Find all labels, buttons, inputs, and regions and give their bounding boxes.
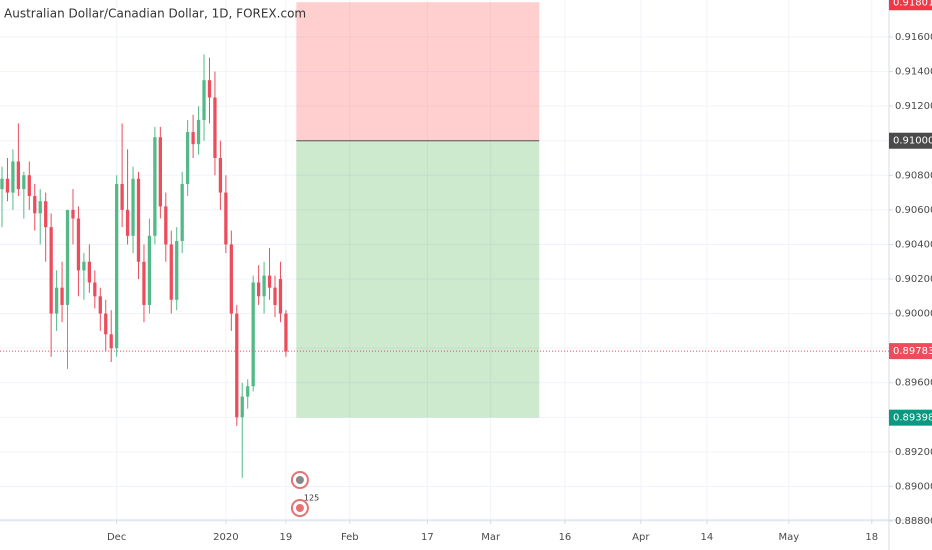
price-label: 0.89783 (893, 346, 932, 357)
candle-body (27, 175, 31, 197)
candle-body (278, 279, 283, 314)
candle-body (109, 334, 113, 349)
candle-body (186, 132, 190, 184)
target-zone[interactable] (296, 140, 540, 418)
price-label-bg (889, 343, 932, 360)
price-label-bg (889, 0, 932, 11)
candle-body (120, 183, 124, 210)
stop-zone[interactable] (296, 2, 540, 141)
candle-body (93, 282, 97, 297)
x-tick-label: 19 (280, 532, 293, 543)
candle-body (87, 261, 91, 283)
candle-body (175, 240, 179, 300)
candles (0, 54, 288, 478)
price-label: 0.89398 (893, 413, 932, 424)
position-tool[interactable] (296, 2, 540, 418)
candle-body (246, 386, 250, 397)
x-tick-label: 16 (559, 532, 572, 543)
candle-body (191, 132, 195, 145)
candle-body (256, 282, 261, 297)
x-tick-label: Mar (481, 532, 501, 543)
candle-body (147, 235, 152, 305)
candle-body (142, 261, 146, 305)
candle-body (196, 119, 201, 145)
candle-body (11, 161, 15, 193)
candle-body (153, 137, 157, 236)
candle-body (267, 275, 272, 288)
price-label-bg (889, 132, 932, 149)
candle-body (71, 209, 75, 219)
candle-body (5, 178, 10, 193)
candle-body (213, 97, 217, 159)
candle-body (158, 137, 162, 207)
price-label: 0.91000 (893, 136, 932, 147)
chart-title: Australian Dollar/Canadian Dollar, 1D, F… (4, 7, 306, 21)
candle-body (284, 313, 288, 352)
candle-body (54, 287, 59, 314)
x-tick-label: 17 (421, 532, 434, 543)
event-icon-inner (295, 504, 304, 512)
candle-body (65, 209, 70, 305)
candle-body (169, 244, 173, 300)
y-tick-label: 0.91600 (895, 32, 932, 43)
candle-body (38, 201, 42, 214)
candle-body (125, 209, 130, 236)
candle-body (49, 227, 53, 314)
candle-body (115, 183, 119, 349)
candle-body (180, 183, 184, 241)
candle-body (131, 178, 135, 236)
candle-body (207, 80, 212, 98)
candle-body (164, 206, 168, 245)
x-tick-label: Dec (107, 532, 126, 543)
x-tick-label: 14 (701, 532, 714, 543)
candle-body (235, 313, 239, 418)
candle-body (224, 192, 228, 245)
candle-body (33, 196, 37, 214)
candle-body (60, 287, 64, 305)
candle-body (273, 287, 277, 305)
event-badge: 125 (304, 494, 319, 503)
candle-body (251, 282, 255, 387)
candle-body (104, 313, 108, 335)
x-tick-label: Feb (341, 532, 359, 543)
candle-body (98, 296, 102, 314)
candle-body (44, 201, 48, 228)
candle-body (240, 396, 244, 418)
candle-body (202, 80, 206, 120)
x-tick-label: 18 (865, 532, 878, 543)
candle-body (136, 178, 141, 262)
x-tick-label: 2020 (213, 532, 238, 543)
x-tick-label: May (778, 532, 799, 543)
candle-body (16, 161, 21, 190)
candle-body (22, 175, 26, 190)
price-label-bg (889, 409, 932, 426)
event-icon-inner (295, 476, 304, 484)
candle-body (262, 275, 266, 297)
candle-body (218, 158, 223, 193)
price-label: 0.91801 (893, 0, 932, 8)
candle-body (76, 218, 81, 271)
x-tick-label: Apr (632, 532, 650, 543)
candle-body (229, 244, 233, 314)
candle-body (0, 178, 4, 190)
candle-body (82, 261, 86, 271)
